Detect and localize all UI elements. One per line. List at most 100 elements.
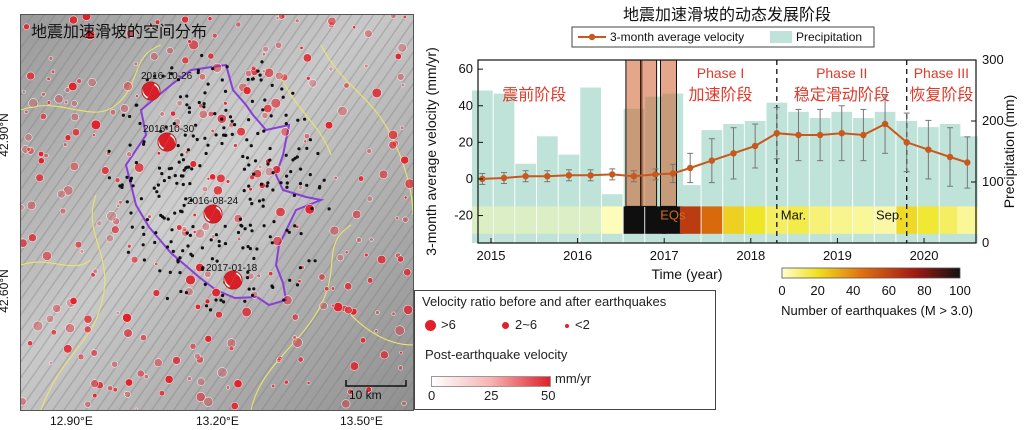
velocity-point <box>544 173 551 180</box>
ratio-marker-small <box>565 324 569 328</box>
earthquake-dot <box>182 168 186 172</box>
velocity-dot <box>38 151 44 157</box>
velocity-dot <box>181 226 188 232</box>
earthquake-dot <box>289 170 293 174</box>
velocity-dot <box>196 355 204 364</box>
earthquake-event-band <box>625 59 643 207</box>
earthquake-event-band <box>660 59 677 207</box>
earthquake-dot <box>138 121 142 126</box>
velocity-point <box>903 139 910 146</box>
earthquake-dot <box>166 217 170 221</box>
velocity-dot <box>153 358 163 368</box>
earthquake-dot <box>128 114 132 119</box>
velocity-dot <box>85 29 96 40</box>
velocity-dot <box>261 112 269 119</box>
earthquake-dot <box>236 230 241 235</box>
earthquake-dot <box>178 271 182 275</box>
earthquake-dot <box>220 117 224 121</box>
velocity-dot <box>276 357 282 363</box>
velocity-dot <box>192 212 197 218</box>
velocity-dot <box>275 207 286 217</box>
velocity-dot <box>377 255 387 265</box>
earthquake-count-cell <box>580 206 601 234</box>
earthquake-dot <box>272 220 276 224</box>
earthquake-dot <box>308 138 312 142</box>
earthquake-dot <box>223 89 228 93</box>
earthquake-dot <box>164 125 168 129</box>
velocity-dot <box>127 243 132 249</box>
earthquake-count-cell <box>896 206 918 234</box>
velocity-dot <box>106 210 117 222</box>
earthquake-dot <box>185 231 189 235</box>
phase-name: 恢复阶段 <box>909 86 973 104</box>
velocity-dot <box>64 134 72 141</box>
velocity-dot <box>195 392 206 402</box>
velocity-dot <box>172 356 181 365</box>
velocity-dot <box>256 273 261 278</box>
earthquake-dot <box>250 202 254 206</box>
velocity-dot <box>225 179 231 184</box>
earthquake-dot <box>169 166 174 170</box>
velocity-dot <box>112 387 118 393</box>
earthquake-dot <box>187 165 191 169</box>
earthquake-dot <box>299 167 303 171</box>
earthquake-dot <box>271 188 275 192</box>
earthquake-dot <box>228 115 233 119</box>
x-tick-label: 2020 <box>910 248 939 263</box>
earthquake-dot <box>153 74 157 78</box>
ratio-marker-medium <box>502 322 509 329</box>
beachball-quadrant <box>147 85 160 100</box>
earthquake-dot <box>316 151 320 156</box>
velocity-dot <box>69 15 78 25</box>
velocity-dot <box>21 204 25 211</box>
velocity-dot <box>166 47 174 55</box>
earthquake-dot <box>135 103 139 107</box>
earthquake-dot <box>214 298 218 302</box>
earthquake-dot <box>169 72 174 76</box>
velocity-dot <box>275 71 284 81</box>
velocity-dot <box>147 214 152 219</box>
velocity-dot <box>403 195 408 200</box>
velocity-dot <box>148 23 153 28</box>
earthquake-dot <box>268 146 272 151</box>
earthquake-dot <box>165 245 170 249</box>
velocity-dot <box>194 352 201 360</box>
legend-precipitation-label: Precipitation <box>796 30 862 44</box>
chart-legend: 3-month average velocity Precipitation <box>571 26 875 48</box>
earthquake-dot <box>210 257 214 261</box>
earthquake-dot <box>281 95 285 99</box>
velocity-dot <box>195 303 201 310</box>
velocity-dot <box>187 376 192 382</box>
velocity-dot <box>115 310 120 316</box>
earthquake-dot <box>175 181 179 185</box>
velocity-dot <box>116 203 121 208</box>
x-tick-label: 2017 <box>650 248 679 263</box>
earthquake-count-cell <box>766 206 788 234</box>
earthquake-dot <box>285 185 289 189</box>
earthquake-dot <box>261 204 265 208</box>
velocity-dot <box>344 250 349 255</box>
earthquake-dot <box>173 211 177 215</box>
earthquake-dot <box>293 224 297 228</box>
velocity-dot <box>72 128 80 137</box>
velocity-dot <box>37 157 45 165</box>
earthquake-dot <box>247 118 251 122</box>
earthquake-dot <box>154 231 158 235</box>
velocity-dot <box>54 94 64 104</box>
ratio-marker-large <box>425 320 436 331</box>
velocity-dot <box>375 310 380 315</box>
earthquake-dot <box>191 134 195 138</box>
earthquake-dot <box>153 240 157 245</box>
earthquake-dot <box>178 95 183 99</box>
velocity-dot <box>213 185 223 196</box>
earthquake-dot <box>305 146 309 150</box>
earthquake-dot <box>246 77 250 82</box>
velocity-dot <box>308 78 318 88</box>
y-right-axis-label: Precipitation (mm) <box>1001 95 1017 209</box>
precipitation-bar <box>493 93 515 243</box>
y-left-tick-label: -20 <box>454 208 473 223</box>
earthquake-dot <box>171 249 175 253</box>
event-label-3: 2016-08-24 <box>187 196 239 207</box>
velocity-dot <box>24 133 33 142</box>
velocity-dot <box>203 396 214 407</box>
